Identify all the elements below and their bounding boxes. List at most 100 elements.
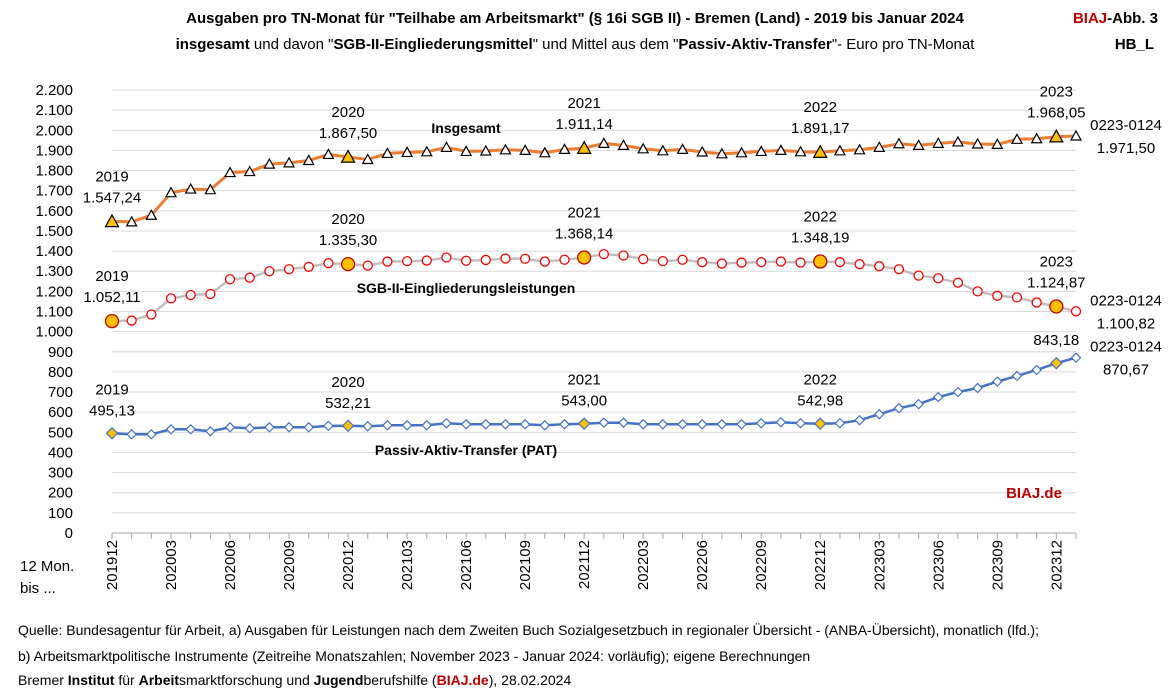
data-point — [854, 414, 865, 426]
data-point — [460, 255, 472, 266]
x-tick-label: 202303 — [871, 540, 888, 590]
data-point — [677, 254, 688, 265]
publisher-part: Bremer — [18, 672, 68, 688]
subtitle-part: " und Mittel aus dem " — [532, 36, 679, 53]
publisher-link[interactable]: BIAJ.de — [436, 672, 489, 688]
data-point — [637, 142, 650, 154]
data-point — [460, 418, 472, 430]
series-label: Passiv-Aktiv-Transfer (PAT) — [375, 442, 557, 458]
annotation-year: 2023 — [1040, 84, 1073, 101]
y-tick-label: 400 — [48, 444, 73, 461]
data-point — [440, 141, 453, 152]
source-note: b) Arbeitsmarktpolitische Instrumente (Z… — [18, 648, 811, 664]
series-label: Insgesamt — [431, 120, 501, 136]
data-point — [421, 255, 432, 266]
annotation-value: 1.124,87 — [1027, 274, 1085, 291]
data-point — [971, 137, 984, 149]
annotation-year: 2020 — [331, 211, 364, 228]
x-unit-line: 12 Mon. — [20, 558, 75, 575]
y-tick-label: 1.500 — [35, 223, 73, 240]
x-tick-label: 202006 — [222, 540, 239, 590]
chart-title: Ausgaben pro TN-Monat für "Teilhabe am A… — [186, 10, 964, 27]
data-point — [577, 250, 592, 265]
data-point — [125, 215, 138, 227]
data-point — [597, 137, 610, 148]
data-point — [382, 419, 393, 431]
annotation-year: 2021 — [567, 95, 600, 112]
data-point — [146, 309, 157, 320]
annotation-value: 843,18 — [1033, 332, 1079, 349]
data-point — [243, 165, 256, 177]
data-point — [283, 156, 296, 168]
publisher-part: smarktforschung und — [179, 672, 314, 688]
data-point — [264, 266, 275, 277]
data-point — [873, 408, 885, 420]
data-point — [775, 416, 787, 428]
data-point — [126, 428, 138, 440]
publisher-note: Bremer Institut für Arbeitsmarktforschun… — [18, 672, 571, 688]
y-tick-label: 200 — [48, 485, 73, 502]
subtitle-part: insgesamt — [175, 36, 250, 53]
data-point — [1011, 370, 1023, 382]
data-point — [912, 139, 925, 150]
data-point — [382, 256, 393, 267]
region-code: HB_L — [1114, 36, 1154, 53]
y-tick-label: 300 — [48, 465, 73, 482]
data-point — [420, 145, 433, 157]
annotation-value: 542,98 — [797, 393, 843, 410]
data-point — [401, 146, 414, 158]
data-point — [126, 315, 137, 326]
data-point — [735, 146, 748, 158]
data-point — [340, 149, 356, 163]
x-tick-label: 202009 — [281, 540, 298, 590]
data-point — [244, 272, 255, 283]
x-unit-line: bis ... — [20, 580, 56, 597]
subtitle-part: und davon " — [249, 36, 334, 53]
end-label-code: 0223-0124 — [1090, 339, 1162, 356]
annotation-year: 2020 — [331, 104, 364, 121]
data-point — [991, 376, 1003, 387]
data-point — [185, 423, 197, 435]
series-label: SGB-II-Eingliederungsleistungen — [357, 280, 576, 296]
data-point — [224, 421, 236, 433]
badge-brand: BIAJ — [1072, 10, 1108, 27]
y-tick-label: 1.000 — [35, 324, 73, 341]
end-label-code: 0223-0124 — [1090, 292, 1162, 309]
data-point — [715, 147, 728, 159]
data-point — [1049, 299, 1064, 314]
data-point — [1069, 129, 1083, 141]
y-tick-label: 1.100 — [35, 304, 73, 321]
annotation-year: 2020 — [331, 374, 364, 391]
data-point — [1031, 297, 1042, 308]
data-point — [696, 418, 708, 430]
data-point — [932, 391, 944, 403]
annotation-year: 2019 — [95, 381, 128, 398]
end-label-code: 0223-0124 — [1090, 117, 1162, 134]
data-point — [224, 274, 236, 285]
annotation-value: 1.368,14 — [555, 226, 613, 243]
data-point — [165, 423, 177, 435]
y-tick-label: 700 — [48, 384, 73, 401]
publisher-part: Arbeit — [138, 672, 180, 688]
subtitle-part: "- Euro pro TN-Monat — [831, 36, 975, 53]
source-note: Quelle: Bundesagentur für Arbeit, a) Aus… — [18, 622, 1039, 638]
data-point — [696, 145, 709, 157]
data-point — [697, 257, 708, 268]
annotation-year: 2022 — [804, 99, 837, 116]
data-point — [873, 141, 886, 152]
data-point — [500, 253, 511, 264]
data-point — [834, 417, 846, 429]
data-point — [362, 420, 374, 432]
data-point — [893, 264, 905, 275]
data-point — [952, 386, 964, 398]
data-point — [892, 137, 905, 149]
data-point — [205, 425, 216, 437]
data-point — [874, 261, 885, 272]
data-point — [676, 143, 689, 155]
data-point — [303, 261, 314, 272]
data-point — [812, 144, 828, 158]
data-point — [833, 144, 846, 156]
data-point — [421, 419, 433, 431]
data-point — [323, 258, 334, 269]
